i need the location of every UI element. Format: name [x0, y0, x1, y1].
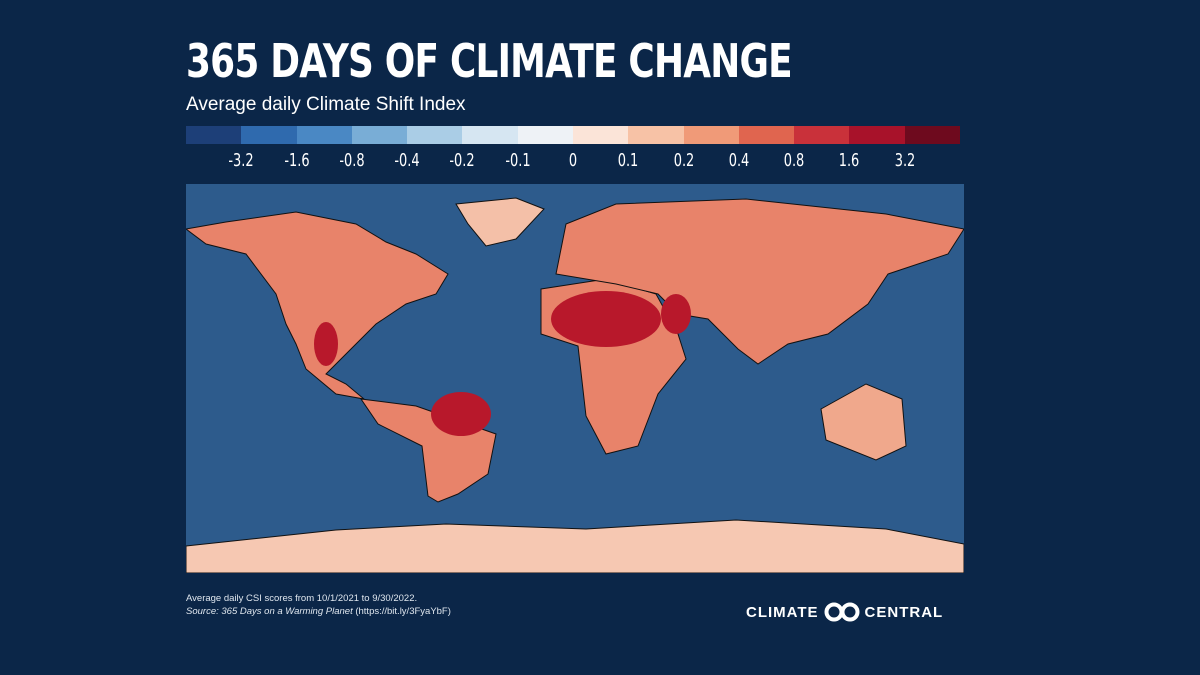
mexico-hot-zone	[314, 322, 338, 366]
world-map	[186, 184, 964, 573]
legend-bin	[407, 126, 463, 144]
legend-bin	[849, 126, 905, 144]
legend-bin	[904, 126, 960, 144]
legend-tick: 3.2	[894, 150, 916, 171]
legend-tick: -0.2	[449, 150, 476, 171]
legend-tick: 0	[568, 150, 578, 171]
legend-bin	[628, 126, 684, 144]
legend-bin	[517, 126, 573, 144]
amazon-hot-zone	[431, 392, 491, 436]
color-legend	[186, 126, 960, 144]
footnote-dates: Average daily CSI scores from 10/1/2021 …	[186, 593, 418, 604]
legend-tick: 1.6	[839, 150, 860, 171]
antarctica	[186, 519, 964, 573]
legend-tick: 0.1	[617, 150, 639, 171]
legend-bin	[351, 126, 408, 144]
north-america	[186, 211, 449, 400]
footnote: Average daily CSI scores from 10/1/2021 …	[186, 592, 451, 618]
legend-tick: -0.4	[394, 150, 420, 171]
sahara-hot-zone	[551, 291, 661, 347]
source-link[interactable]: (https://bit.ly/3FyaYbF)	[352, 606, 451, 617]
legend-bin	[296, 126, 352, 144]
subtitle: Average daily Climate Shift Index	[186, 94, 466, 115]
legend-ticks: -3.2 -1.6 -0.8 -0.4 -0.2 -0.1 0 0.1 0.2 0.4 0.8 1.6…	[186, 150, 960, 172]
climate-central-logo: CLIMATE CENTRAL	[746, 602, 944, 622]
legend-bin	[738, 126, 795, 144]
legend-tick: 0.2	[673, 150, 694, 171]
legend-tick: 0.8	[783, 150, 805, 171]
legend-bin	[572, 126, 629, 144]
arabia-hot-zone	[661, 294, 691, 334]
legend-tick: -0.8	[339, 150, 365, 171]
page-title: 365 DAYS OF CLIMATE CHANGE	[186, 34, 793, 88]
legend-bin	[683, 126, 739, 144]
legend-bin	[794, 126, 850, 144]
australia	[820, 383, 907, 461]
legend-tick: 0.4	[728, 150, 750, 171]
logo-rings-icon	[824, 602, 860, 622]
legend-tick: -3.2	[228, 150, 254, 171]
legend-tick: -0.1	[505, 150, 531, 171]
footnote-source: Source: 365 Days on a Warming Planet (ht…	[186, 606, 451, 617]
greenland	[455, 197, 545, 247]
legend-bin	[241, 126, 297, 144]
legend-tick: -1.6	[283, 150, 310, 171]
legend-bin	[462, 126, 518, 144]
legend-bin	[186, 126, 242, 144]
